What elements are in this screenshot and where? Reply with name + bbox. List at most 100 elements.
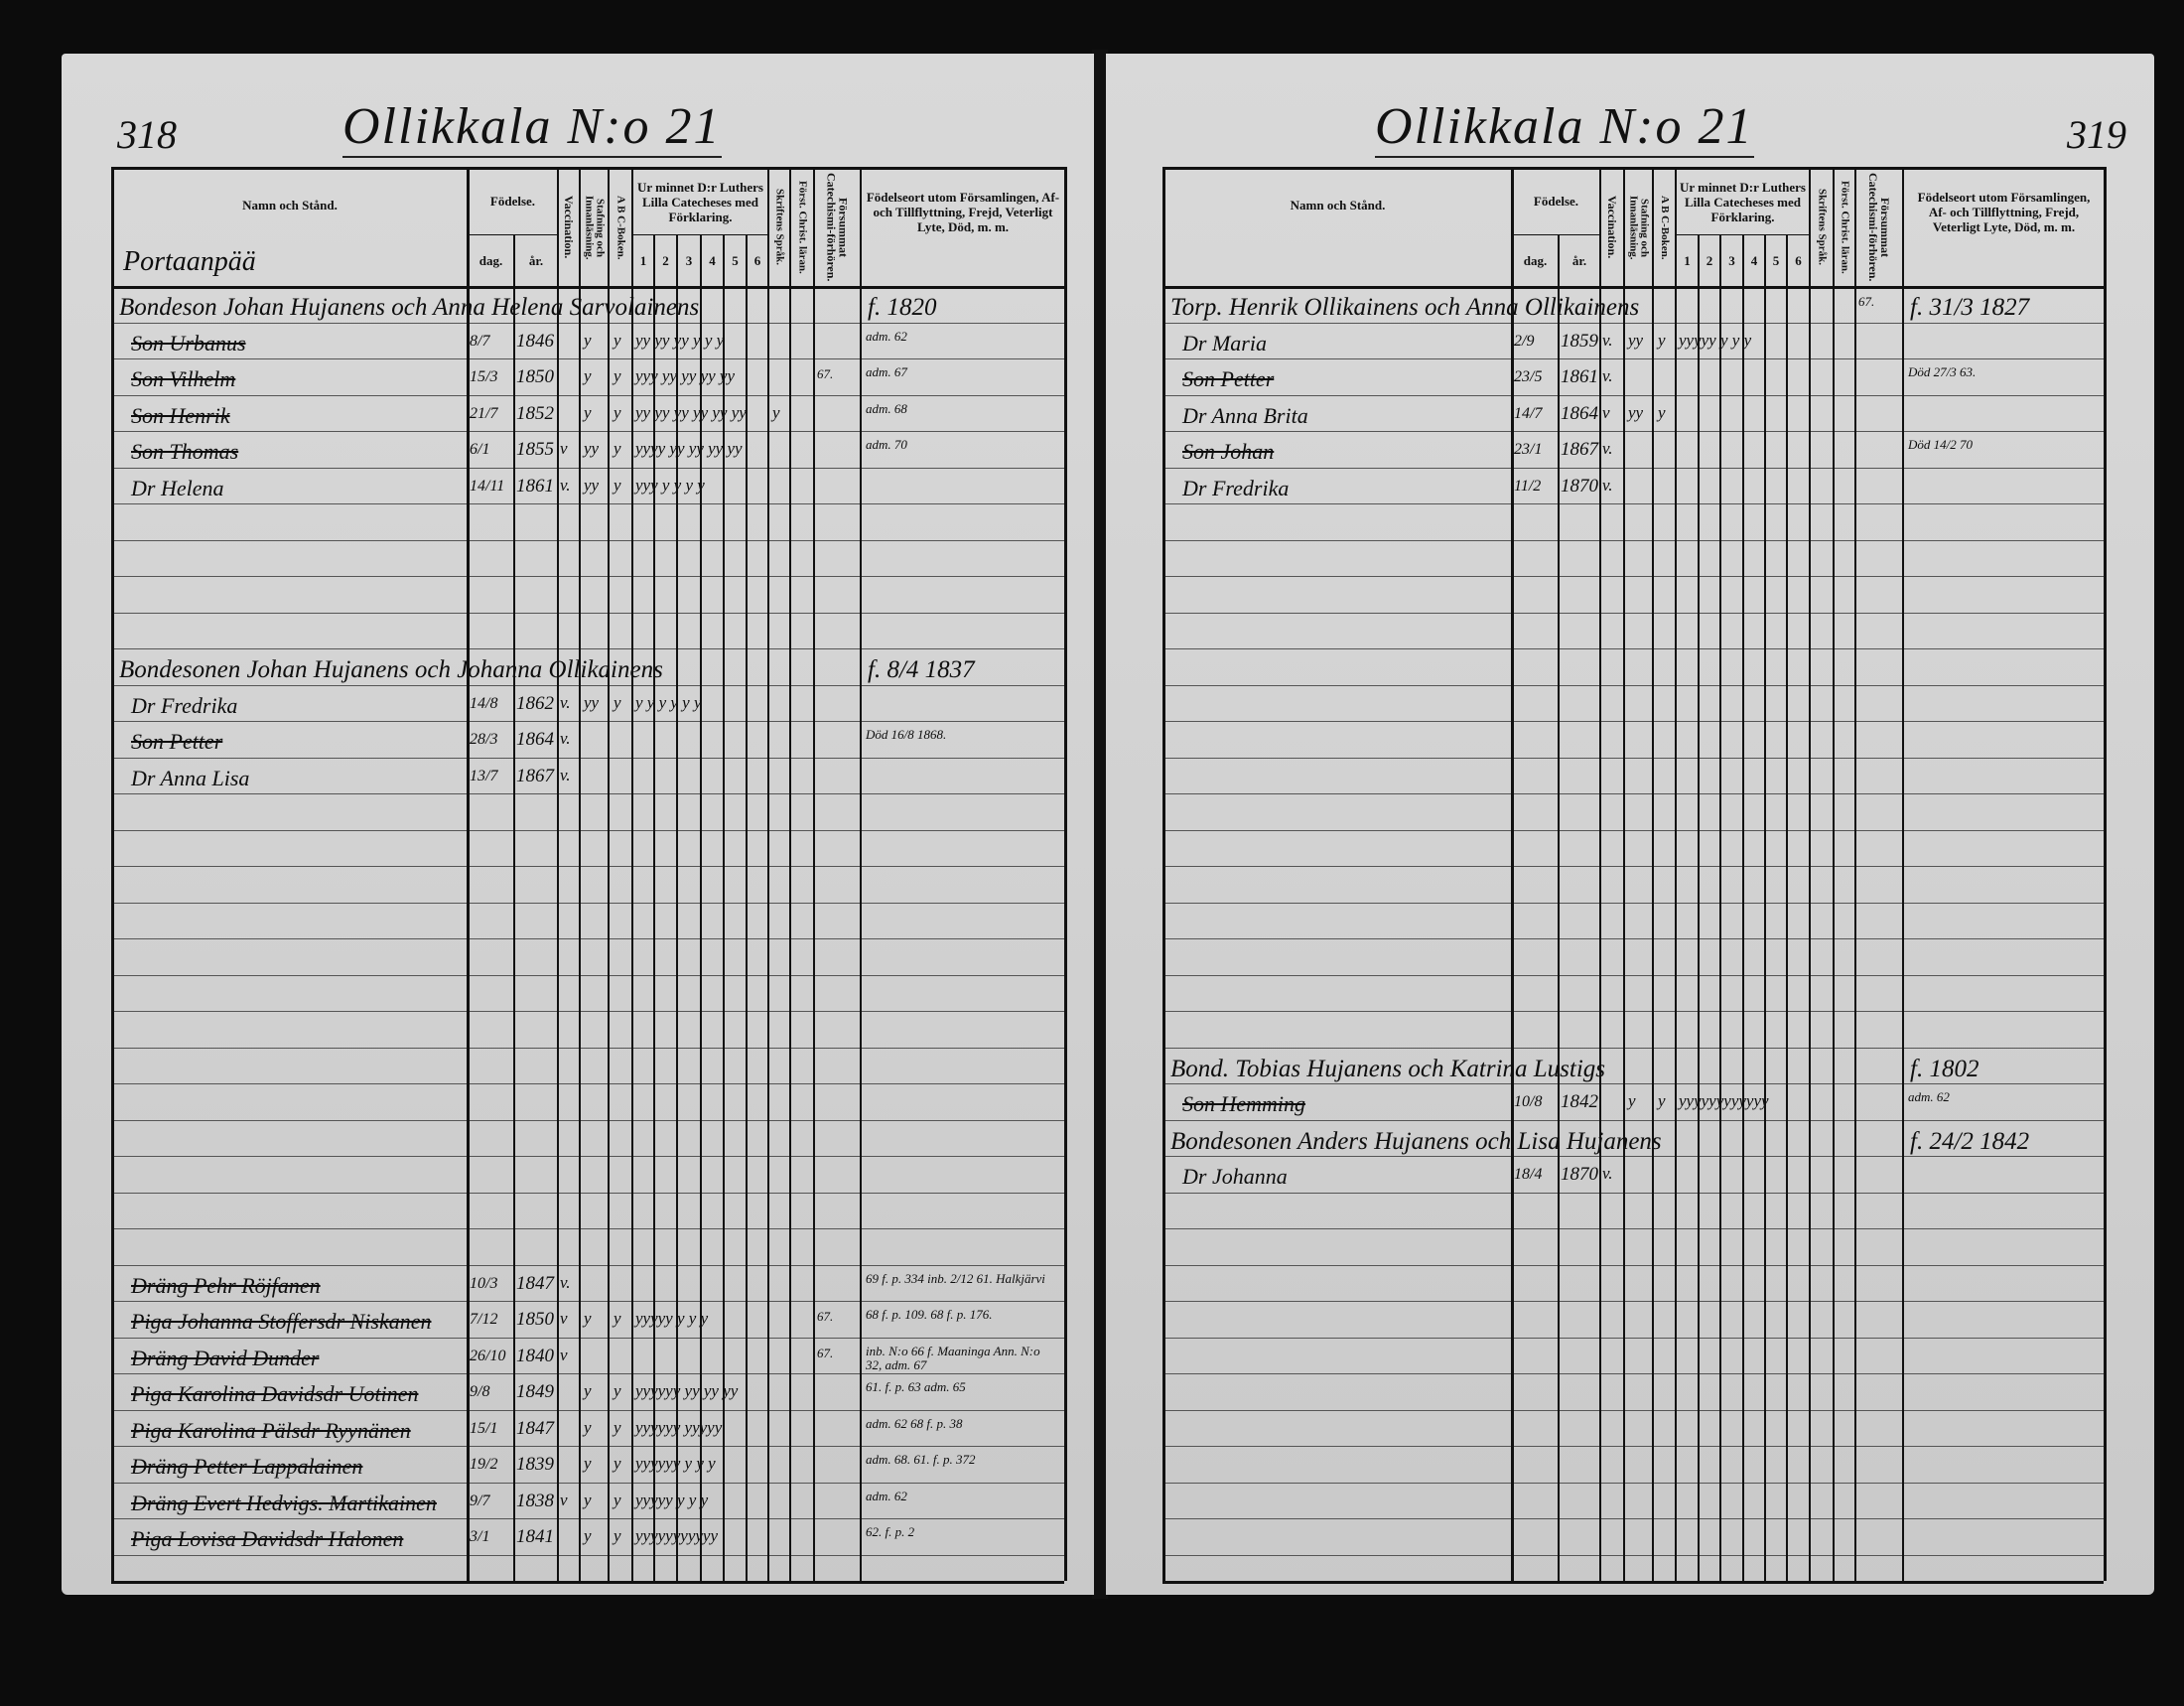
birth-year: 1841 bbox=[516, 1526, 554, 1547]
remark-note: adm. 62 bbox=[1908, 1089, 1950, 1104]
vaccination-mark: v. bbox=[1602, 475, 1613, 495]
birth-day: 23/5 bbox=[1514, 368, 1543, 385]
empty-row bbox=[111, 617, 1064, 649]
birth-year: 1861 bbox=[1561, 366, 1598, 387]
remark-note: adm. 62 68 f. p. 38 bbox=[866, 1415, 963, 1431]
birth-year: 1867 bbox=[516, 765, 554, 786]
column-rule bbox=[676, 234, 678, 1581]
row-rule bbox=[111, 1083, 1064, 1084]
abc-mark: y bbox=[614, 330, 621, 350]
row-rule bbox=[1162, 322, 2104, 324]
empty-row bbox=[111, 942, 1064, 975]
birth-year: 1864 bbox=[1561, 402, 1598, 424]
column-rule bbox=[513, 234, 515, 1581]
vaccination-mark: v. bbox=[1602, 366, 1613, 385]
abc-mark: y bbox=[1658, 330, 1666, 350]
page-number: 319 bbox=[2067, 112, 2126, 157]
birth-year: 1850 bbox=[516, 1309, 554, 1330]
catechism-marks: yy yy yy y y y bbox=[635, 330, 725, 350]
header-ar: år. bbox=[1571, 252, 1587, 268]
header-vaccination: Vaccination. bbox=[1605, 196, 1619, 259]
empty-row bbox=[1162, 1015, 2104, 1048]
row-rule bbox=[1162, 1446, 2104, 1447]
row-rule bbox=[111, 394, 1064, 396]
vaccination-mark: v. bbox=[1602, 1164, 1613, 1183]
person-name: Dr Anna Lisa bbox=[131, 765, 250, 790]
remark-note: adm. 70 bbox=[866, 437, 907, 452]
empty-row bbox=[1162, 725, 2104, 758]
birth-day: 3/1 bbox=[470, 1528, 490, 1545]
column-rule bbox=[653, 234, 655, 1581]
empty-row bbox=[111, 1232, 1064, 1265]
abc-mark: y bbox=[614, 1490, 621, 1509]
header-name: Namn och Stånd. bbox=[242, 197, 338, 213]
row-rule bbox=[111, 793, 1064, 794]
catechism-header-rule bbox=[1675, 234, 1809, 235]
birth-header-rule bbox=[1511, 234, 1599, 235]
column-rule bbox=[789, 167, 791, 1581]
row-rule bbox=[111, 1518, 1064, 1519]
section-label: Portaanpää bbox=[123, 246, 256, 277]
empty-row bbox=[1162, 1342, 2104, 1374]
header-num-3: 3 bbox=[1728, 252, 1735, 268]
row-rule bbox=[1162, 1083, 2104, 1084]
header-notes: Födelseort utom Församlingen, Af- och Ti… bbox=[1917, 189, 2091, 234]
row-rule bbox=[1162, 503, 2104, 504]
page-number: 318 bbox=[117, 112, 177, 157]
household-head: Bondesonen Anders Hujanens och Lisa Huja… bbox=[1170, 1127, 1662, 1155]
catechism-marks: yyyyy y y y bbox=[635, 1309, 709, 1328]
reading-mark: yy bbox=[1628, 330, 1644, 350]
row-rule bbox=[1162, 1156, 2104, 1157]
forsummat-mark: 67. bbox=[817, 1309, 834, 1324]
catechism-marks: yyyyyy y y y bbox=[635, 1454, 716, 1473]
birth-year: 1870 bbox=[1561, 1164, 1598, 1185]
birth-day: 23/1 bbox=[1514, 441, 1543, 458]
reading-mark: yy bbox=[1628, 402, 1644, 422]
row-rule bbox=[111, 1011, 1064, 1012]
person-name: Dr Fredrika bbox=[1182, 475, 1290, 500]
empty-row bbox=[1162, 942, 2104, 975]
remark-note: adm. 67 bbox=[866, 364, 907, 379]
row-rule bbox=[1162, 394, 2104, 396]
birth-note: f. 1820 bbox=[868, 294, 937, 321]
birth-day: 8/7 bbox=[470, 332, 490, 350]
column-rule bbox=[860, 167, 862, 1581]
row-rule bbox=[1162, 1337, 2104, 1339]
row-rule bbox=[1162, 1373, 2104, 1374]
column-rule bbox=[1833, 167, 1835, 1581]
person-name: Dr Maria bbox=[1182, 330, 1267, 355]
empty-row bbox=[111, 1015, 1064, 1048]
column-rule bbox=[1511, 167, 1514, 1581]
column-rule bbox=[111, 167, 114, 1581]
row-rule bbox=[1162, 793, 2104, 794]
birth-day: 13/7 bbox=[470, 767, 498, 784]
empty-row bbox=[1162, 1269, 2104, 1302]
abc-mark: y bbox=[614, 1454, 621, 1473]
row-rule bbox=[111, 539, 1064, 541]
birth-day: 18/4 bbox=[1514, 1166, 1543, 1183]
column-rule bbox=[700, 234, 702, 1581]
row-rule bbox=[1162, 612, 2104, 614]
column-rule bbox=[467, 167, 470, 1581]
reading-mark: y bbox=[584, 402, 592, 422]
birth-day: 19/2 bbox=[470, 1456, 498, 1473]
row-rule bbox=[1162, 1047, 2104, 1049]
header-stafning: Stafning och Innanläsning. bbox=[1627, 195, 1651, 260]
birth-year: 1855 bbox=[516, 439, 554, 460]
birth-day: 14/8 bbox=[470, 694, 498, 712]
row-rule bbox=[111, 1373, 1064, 1374]
reading-mark: yy bbox=[584, 692, 600, 712]
birth-day: 11/2 bbox=[1514, 477, 1542, 495]
row-rule bbox=[111, 1264, 1064, 1266]
catechism-marks: yyyyy y y y bbox=[635, 1490, 709, 1509]
row-rule bbox=[111, 684, 1064, 686]
vaccination-mark: v. bbox=[560, 692, 571, 712]
empty-row bbox=[111, 1197, 1064, 1229]
header-name: Namn och Stånd. bbox=[1290, 197, 1386, 213]
register-row bbox=[111, 762, 1064, 794]
row-rule bbox=[111, 1192, 1064, 1194]
page-title: Ollikkala N:o 21 bbox=[1375, 97, 1754, 158]
remark-note: 62. f. p. 2 bbox=[866, 1524, 915, 1539]
household-head: Bondesonen Johan Hujanens och Johanna Ol… bbox=[119, 656, 663, 683]
row-rule bbox=[1162, 431, 2104, 432]
